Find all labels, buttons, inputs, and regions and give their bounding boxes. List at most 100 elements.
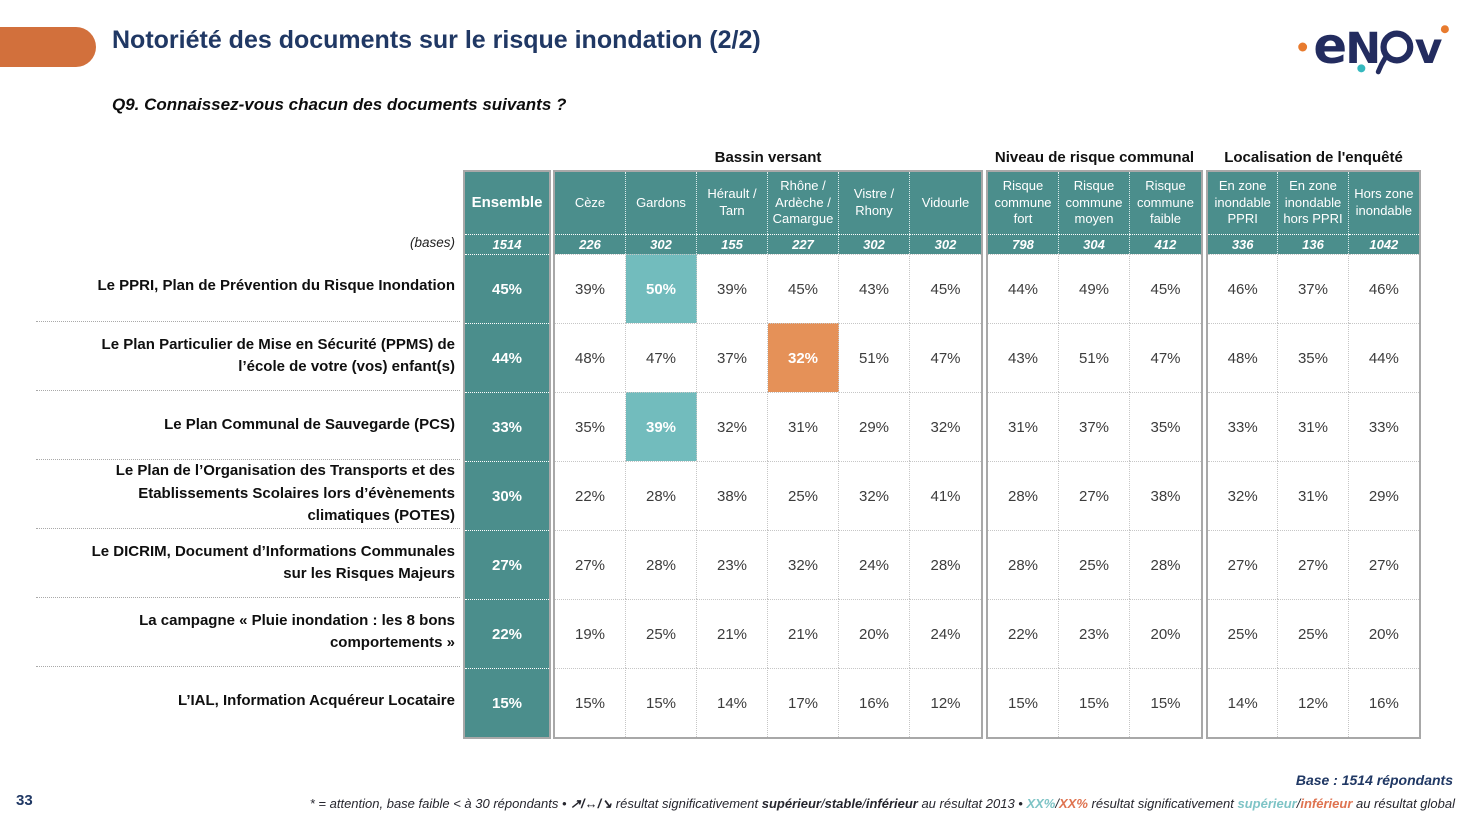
logo-magnifier-o [1380, 30, 1414, 64]
base-cell: 226 [555, 234, 626, 254]
value-cell: 51% [839, 323, 910, 392]
value-cell: 25% [1059, 530, 1130, 599]
value-cell: 15% [626, 668, 697, 737]
value-cell: 41% [910, 461, 981, 530]
footnote-inferieur-2013: inférieur [865, 796, 918, 811]
value-cell: 21% [697, 599, 768, 668]
value-cell-ensemble: 44% [465, 323, 549, 392]
value-cell: 46% [1348, 254, 1419, 323]
value-cell: 47% [626, 323, 697, 392]
labels-spacer [36, 170, 460, 232]
base-cell: 227 [768, 234, 839, 254]
base-cell: 336 [1208, 234, 1279, 254]
value-cell: 20% [1130, 599, 1201, 668]
column-header: Risque commune moyen [1059, 172, 1130, 234]
value-cell-ensemble: 45% [465, 254, 549, 323]
value-cell: 32% [1208, 461, 1279, 530]
value-cell: 15% [555, 668, 626, 737]
footnote-text: résultat significativement [1087, 796, 1238, 811]
logo-orange-dot-left [1298, 42, 1308, 52]
value-cell: 45% [1130, 254, 1201, 323]
base-cell: 136 [1278, 234, 1349, 254]
value-cell: 24% [910, 599, 981, 668]
base-cell: 798 [988, 234, 1059, 254]
footnote-superieur-global: supérieur [1237, 796, 1297, 811]
value-cell: 22% [555, 461, 626, 530]
logo-magnifier-handle [1375, 55, 1388, 75]
value-cell: 22% [988, 599, 1059, 668]
value-cell: 45% [768, 254, 839, 323]
value-cell-significantly-higher: 50% [626, 254, 697, 323]
base-cell: 302 [839, 234, 910, 254]
value-cell: 48% [1208, 323, 1279, 392]
value-cell: 31% [768, 392, 839, 461]
logo-letter-e: e [1313, 17, 1347, 75]
value-cell: 32% [768, 530, 839, 599]
value-cell: 31% [1278, 461, 1349, 530]
value-cell-ensemble: 22% [465, 599, 549, 668]
value-cell: 33% [1208, 392, 1279, 461]
value-cell: 27% [1208, 530, 1279, 599]
value-cell: 38% [1130, 461, 1201, 530]
value-cell: 39% [555, 254, 626, 323]
logo-orange-dot-right [1440, 25, 1449, 34]
row-label-dicrim: Le DICRIM, Document d’Informations Commu… [36, 528, 460, 597]
footnote-superieur-2013: supérieur [761, 796, 821, 811]
question-text: Q9. Connaissez-vous chacun des documents… [112, 95, 567, 114]
column-header: Hors zone inondable [1348, 172, 1419, 234]
row-label-campagne: La campagne « Pluie inondation : les 8 b… [36, 597, 460, 666]
column-header: Gardons [626, 172, 697, 234]
value-cell-ensemble: 27% [465, 530, 549, 599]
footnote-text: résultat significativement [612, 796, 762, 811]
value-cell: 25% [626, 599, 697, 668]
value-cell: 33% [1348, 392, 1419, 461]
value-cell: 43% [988, 323, 1059, 392]
column-header: Cèze [555, 172, 626, 234]
base-cell: 302 [626, 234, 697, 254]
accent-bar [0, 27, 96, 67]
value-cell: 20% [1348, 599, 1419, 668]
value-cell: 14% [697, 668, 768, 737]
base-cell: 412 [1130, 234, 1201, 254]
value-cell: 31% [988, 392, 1059, 461]
value-cell: 32% [839, 461, 910, 530]
footnote-slash: / [821, 796, 825, 811]
value-cell: 25% [768, 461, 839, 530]
value-cell: 16% [1348, 668, 1419, 737]
value-cell: 23% [697, 530, 768, 599]
footnote-stable-2013: stable [824, 796, 863, 811]
logo-letter-v: v [1415, 24, 1443, 74]
column-header: Risque commune fort [988, 172, 1059, 234]
row-label-ppms: Le Plan Particulier de Mise en Sécurité … [36, 321, 460, 390]
value-cell: 28% [988, 461, 1059, 530]
group-title-localisation: Localisation de l'enquêté [1224, 149, 1403, 166]
value-cell-ensemble: 15% [465, 668, 549, 737]
column-header: Risque commune faible [1130, 172, 1201, 234]
column-header: Vidourle [910, 172, 981, 234]
bases-label: (bases) [409, 234, 455, 250]
value-cell: 49% [1059, 254, 1130, 323]
value-cell: 35% [1278, 323, 1349, 392]
value-cell: 29% [839, 392, 910, 461]
row-label-ppri: Le PPRI, Plan de Prévention du Risque In… [97, 277, 455, 295]
value-cell: 28% [910, 530, 981, 599]
value-cell: 48% [555, 323, 626, 392]
arrows-legend: ↗/↔/↘ [570, 796, 613, 811]
value-cell: 28% [1130, 530, 1201, 599]
value-cell: 20% [839, 599, 910, 668]
base-note: Base : 1514 répondants [1295, 772, 1453, 788]
footnote-xx-lower: XX% [1059, 796, 1088, 811]
footnote-inferieur-global: inférieur [1300, 796, 1353, 811]
group-title-niveau-risque: Niveau de risque communal [994, 149, 1195, 166]
value-cell: 15% [1059, 668, 1130, 737]
footnote-slash: / [1296, 796, 1301, 811]
footnote-slash: / [862, 796, 866, 811]
niveau-risque-block: Risque commune fort Risque commune moyen… [986, 170, 1203, 739]
value-cell: 12% [910, 668, 981, 737]
value-cell: 32% [910, 392, 981, 461]
value-cell: 38% [697, 461, 768, 530]
base-cell: 155 [697, 234, 768, 254]
column-header-ensemble: Ensemble [465, 172, 549, 234]
value-cell: 12% [1278, 668, 1349, 737]
value-cell-significantly-higher: 39% [626, 392, 697, 461]
